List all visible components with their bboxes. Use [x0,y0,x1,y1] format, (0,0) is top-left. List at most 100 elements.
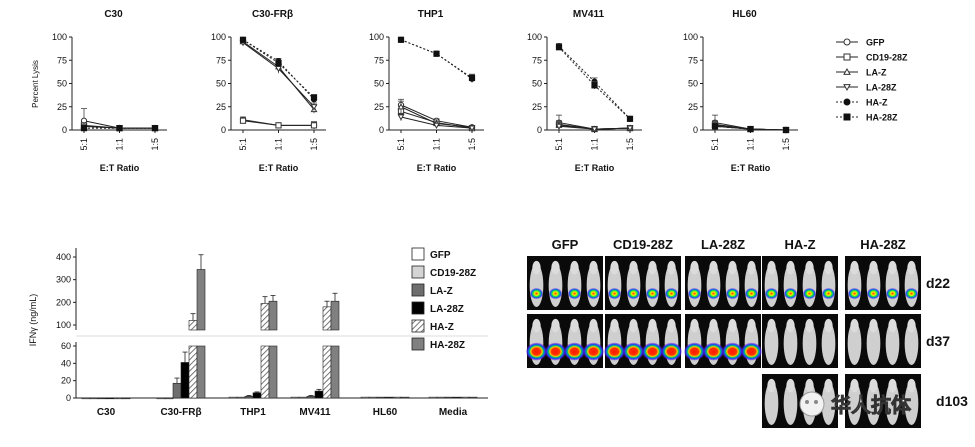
bioluminescence-signal [645,287,660,300]
mouse-head [786,318,795,333]
bar-ha-z [260,303,270,331]
y-tick-label: 100 [369,32,384,42]
bar-la-z [376,396,386,399]
mouse [802,318,817,365]
image-la-28z-d22 [685,256,761,310]
data-point [626,115,634,122]
bioluminescence-signal [642,342,663,361]
mouse-head [629,318,638,333]
data-point [80,125,88,132]
mouse [706,260,721,307]
data-point [433,50,440,57]
legend-swatch [411,319,425,333]
bioluminescence-signal [684,342,705,361]
y-tick-label: 25 [688,102,698,112]
bar-ha-28z [468,396,478,399]
y-tick-label: 60 [61,341,71,351]
x-tick-label: THP1 [240,407,266,418]
data-point [275,66,282,73]
y-tick-label: 0 [221,125,226,135]
x-tick-label: HL60 [373,407,398,418]
bar-cd19-28z [164,397,174,400]
mouse-head [907,260,916,275]
mouse-head [869,318,878,333]
bar-ha-28z [268,300,278,331]
legend-swatch [411,283,425,297]
series-ha-28z [555,44,634,122]
panel-title: HL60 [732,9,757,20]
data-point [397,103,405,110]
y-tick-label: 100 [52,32,67,42]
legend-swatch [411,265,425,279]
ifn-legend-item-ha-z: HA-Z [411,319,454,333]
mouse-head [690,318,699,333]
x-tick-label: Media [439,407,468,418]
ifn-axes: 100 200 300 400 0 20 40 60 IFNγ (ng/mL) [28,248,488,403]
mouse [529,260,544,307]
day-label-d37: d37 [926,333,950,349]
image-ha-28z-d103 [845,374,921,428]
legend-label: HA-28Z [430,340,465,351]
mouse-head [767,260,776,275]
mouse [904,260,919,307]
y-tick-label: 25 [216,102,226,112]
mouse [885,260,900,307]
legend-marker [843,98,851,106]
mouse-head [786,378,795,393]
x-axis-label: E:T Ratio [731,163,771,173]
bioluminescence-signal [623,342,644,361]
mouse-body [847,381,862,425]
x-tick-label: 1:1 [746,138,756,151]
mouse-head [805,260,814,275]
y-tick-label: 100 [56,320,71,330]
lysis-panel-thp1: THP1 0 25 50 75 100 5:1 1:1 1:5 E:T Ratio [369,9,484,173]
mouse-head [570,260,579,275]
bar-ha-28z [330,300,340,331]
data-point [468,74,476,82]
mouse-body [783,321,798,365]
panel-title: MV411 [573,9,605,20]
lysis-legend: GFP CD19-28Z LA-Z LA-28Z HA-Z HA-28Z [836,38,908,123]
y-tick-label: 50 [688,79,698,89]
mouse [821,318,836,365]
legend-label: LA-28Z [866,83,897,93]
mouse [764,260,779,307]
series-line [400,39,473,80]
y-tick-label: 0 [537,125,542,135]
x-axis-label: E:T Ratio [575,163,615,173]
mouse [885,378,900,425]
bar-group-c30: C30 [81,397,131,418]
mouse-head [888,378,897,393]
bioluminescence-signal [904,287,919,300]
bar-la-z [306,395,316,399]
wechat-icon-eye [805,400,809,404]
day-label-d22: d22 [926,275,950,291]
mouse [904,378,919,425]
mouse-body [904,381,919,425]
mouse-head [667,318,676,333]
mouse [545,318,566,365]
y-tick-label: 75 [532,55,542,65]
y-tick-label: 75 [57,55,67,65]
mouse-head [709,318,718,333]
bar-ha-28z-lower [196,345,206,399]
legend-item-cd19-28z: CD19-28Z [836,53,908,63]
bar-gfp [360,396,370,399]
bar-ha-z-lower [188,345,198,399]
legend-item-la-28z: LA-28Z [836,83,897,93]
bar-ha-28z-lower [268,345,278,399]
panel-title: C30-FRβ [252,9,293,20]
ifn-legend-item-la-z: LA-Z [411,283,453,297]
wechat-icon-eye [814,400,818,404]
mouse-head [589,260,598,275]
legend-marker [843,67,851,75]
mouse-body [904,321,919,365]
data-point [397,36,405,43]
data-point [310,104,318,111]
data-point [151,125,159,132]
mouse-head [728,260,737,275]
mouse-head [551,318,560,333]
data-point [591,126,598,133]
panel-title: C30 [104,9,123,20]
